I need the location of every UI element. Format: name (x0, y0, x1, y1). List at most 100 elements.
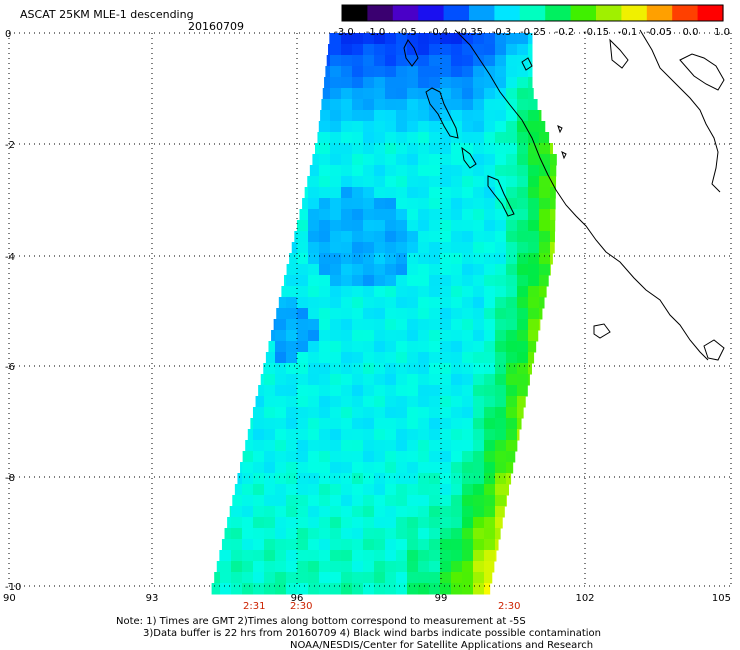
swath-cell (308, 363, 320, 375)
swath-cell (418, 88, 430, 100)
swath-cell (473, 66, 485, 78)
swath-cell (253, 506, 265, 518)
swath-cell (264, 407, 276, 419)
swath-cell (462, 187, 474, 199)
swath-cell (539, 176, 551, 188)
swath-cell (462, 385, 474, 397)
swath-cell (495, 66, 507, 78)
swath-cell (418, 165, 430, 177)
swath-cell (440, 165, 452, 177)
note-line-3: NOAA/NESDIS/Center for Satellite Applica… (290, 640, 593, 650)
swath-cell (440, 561, 452, 573)
swath-cell (517, 77, 529, 89)
swath-cell (506, 154, 518, 166)
swath-cell (418, 506, 430, 518)
swath-cell (451, 319, 463, 331)
swath-cell (484, 429, 496, 441)
swath-cell (517, 198, 529, 210)
swath-cell (517, 253, 529, 265)
swath-cell (528, 44, 533, 56)
swath-cell (473, 374, 485, 386)
swath-cell (352, 341, 364, 353)
swath-cell (363, 88, 375, 100)
swath-cell (484, 132, 496, 144)
swath-cell (462, 143, 474, 155)
swath-cell (396, 539, 408, 551)
swath-cell (528, 341, 537, 353)
map-title: ASCAT 25KM MLE-1 descending (20, 8, 194, 21)
swath-cell (341, 341, 353, 353)
swath-cell (539, 110, 542, 122)
swath-cell (418, 55, 430, 67)
swath-cell (451, 154, 463, 166)
swath-cell (319, 572, 331, 584)
swath-cell (363, 495, 375, 507)
swath-cell (385, 506, 397, 518)
swath-cell (363, 407, 375, 419)
swath-cell (506, 99, 518, 111)
swath-cell (396, 385, 408, 397)
swath-cell (517, 33, 529, 45)
swath-cell (451, 341, 463, 353)
swath-cell (473, 110, 485, 122)
swath-cell (219, 550, 221, 562)
swath-cell (506, 132, 518, 144)
swath-cell (528, 33, 533, 45)
swath-cell (319, 330, 331, 342)
swath-cell (429, 66, 441, 78)
swath-cell (495, 352, 507, 364)
swath-cell (506, 253, 518, 265)
swath-cell (484, 242, 496, 254)
swath-cell (539, 220, 551, 232)
swath-cell (451, 99, 463, 111)
x-tick-labels: 90 93 96 99 102 105 (3, 593, 731, 604)
swath-cell (429, 418, 441, 430)
swath-cell (330, 165, 342, 177)
swath-cell (319, 231, 331, 243)
swath-cell (363, 363, 375, 375)
swath-cell (462, 484, 474, 496)
colorbar-step (697, 5, 724, 21)
swath-cell (374, 341, 386, 353)
swath-cell (330, 209, 342, 221)
swath-cell (374, 352, 386, 364)
swath-cell (330, 198, 342, 210)
swath-cell (506, 165, 518, 177)
swath-cell (231, 583, 243, 595)
swath-cell (495, 407, 507, 419)
swath-cell (517, 297, 529, 309)
swath-cell (330, 539, 342, 551)
swath-cell (429, 561, 441, 573)
swath-cell (528, 242, 540, 254)
swath-cell (462, 275, 474, 287)
swath-cell (451, 308, 463, 320)
swath-cell (484, 462, 496, 474)
swath-cell (374, 176, 386, 188)
swath-cell (539, 297, 545, 309)
swath-cell (275, 517, 287, 529)
swath-cell (396, 264, 408, 276)
swath-cell (462, 539, 474, 551)
swath-cell (473, 297, 485, 309)
swath-cell (418, 253, 430, 265)
swath-cell (385, 77, 397, 89)
swath-cell (385, 99, 397, 111)
swath-cell (319, 286, 331, 298)
swath-cell (330, 418, 342, 430)
swath-cell (418, 407, 430, 419)
swath-cell (330, 583, 342, 595)
swath-cell (473, 176, 485, 188)
swath-cell (517, 176, 529, 188)
swath-cell (517, 330, 529, 342)
swath-cell (276, 308, 287, 320)
swath-cell (429, 330, 441, 342)
swath-cell (297, 495, 309, 507)
swath-cell (473, 264, 485, 276)
swath-cell (330, 253, 342, 265)
swath-cell (363, 352, 375, 364)
swath-cell (473, 473, 485, 485)
swath-cell (341, 484, 353, 496)
swath-cell (352, 363, 364, 375)
swath-cell (352, 264, 364, 276)
swath-cell (363, 66, 375, 78)
